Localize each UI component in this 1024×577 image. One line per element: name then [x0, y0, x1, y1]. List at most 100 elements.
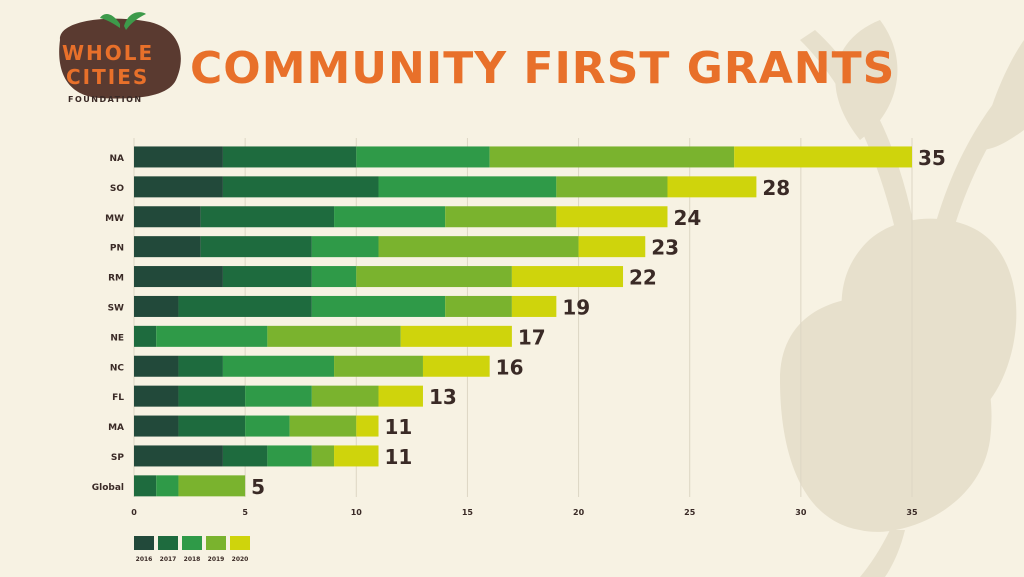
legend-label: 2016 [136, 556, 153, 563]
bar-segment-2019 [267, 325, 401, 347]
bar-segment-2019 [445, 295, 512, 317]
legend-label: 2019 [208, 556, 225, 563]
bar-segment-2020 [400, 325, 512, 347]
bar-segment-2020 [556, 206, 668, 228]
logo-line-3: FOUNDATION [68, 95, 143, 104]
bar-total-label: 17 [518, 325, 546, 349]
bar-segment-2017 [178, 355, 223, 377]
bar-segment-2017 [222, 176, 379, 198]
bar-segment-2018 [311, 295, 446, 317]
bar-segment-2017 [222, 266, 312, 288]
category-label: RM [108, 274, 124, 284]
bar-segment-2018 [245, 385, 312, 407]
bar-segment-2018 [334, 206, 446, 228]
legend-swatch [182, 536, 202, 550]
x-tick-label: 15 [462, 508, 474, 517]
category-label: NE [110, 333, 124, 343]
bar-segment-2018 [156, 325, 268, 347]
category-label: MW [105, 214, 124, 224]
bar-total-label: 35 [918, 146, 946, 170]
total-labels: 35 28 24 23 22 19 17 16 13 11 11 5 [251, 146, 946, 499]
category-label: SP [111, 453, 124, 463]
legend-swatch [230, 536, 250, 550]
legend-swatch [134, 536, 154, 550]
bar-segment-2018 [267, 445, 312, 467]
category-label: SO [110, 184, 124, 194]
chart-grid [133, 138, 913, 497]
bar-segment-2019 [311, 445, 335, 467]
bar-segment-2017 [134, 475, 157, 497]
bar-segment-2019 [378, 236, 579, 258]
bar-segment-2017 [178, 295, 312, 317]
logo-line-2: CITIES [66, 65, 149, 89]
bar-total-label: 16 [496, 355, 524, 379]
bar-total-label: 5 [251, 475, 265, 499]
bar-segment-2018 [222, 355, 335, 377]
bar-segment-2017 [222, 146, 357, 168]
bar-segment-2018 [356, 146, 490, 168]
bar-segment-2019 [334, 355, 423, 377]
bar-segment-2020 [578, 236, 646, 258]
bar-segment-2018 [245, 415, 290, 437]
bar-segment-2018 [156, 475, 179, 497]
bar-segment-2017 [178, 415, 246, 437]
category-label: Global [92, 483, 124, 493]
bar-segment-2017 [200, 236, 312, 258]
x-tick-label: 0 [131, 508, 137, 517]
category-label: MA [108, 423, 124, 433]
whole-cities-logo: WHOLE CITIES FOUNDATION [59, 12, 181, 104]
bar-total-label: 13 [429, 385, 457, 409]
category-label: PN [110, 244, 124, 254]
category-label: FL [112, 393, 124, 403]
bar-segment-2020 [422, 355, 490, 377]
bar-segment-2016 [134, 355, 179, 377]
bar-segment-2019 [356, 266, 512, 288]
bar-segment-2017 [134, 325, 157, 347]
x-tick-label: 20 [573, 508, 585, 517]
legend-label: 2020 [232, 556, 249, 563]
legend-swatch [158, 536, 178, 550]
category-label: NC [110, 363, 125, 373]
bar-segment-2016 [134, 236, 201, 258]
bar-segment-2020 [734, 146, 912, 168]
chart-bars [134, 146, 912, 497]
x-axis-ticks: 0 5 10 15 20 25 30 35 [131, 508, 918, 517]
beet-silhouette-decoration [780, 20, 1024, 577]
bar-segment-2019 [289, 415, 357, 437]
bar-segment-2020 [667, 176, 757, 198]
bar-segment-2016 [134, 445, 223, 467]
x-tick-label: 10 [351, 508, 363, 517]
bar-total-label: 11 [385, 445, 413, 469]
category-label: NA [110, 154, 125, 164]
bar-segment-2019 [311, 385, 379, 407]
bar-segment-2018 [311, 266, 357, 288]
legend-label: 2017 [160, 556, 177, 563]
x-tick-label: 30 [795, 508, 807, 517]
bar-total-label: 19 [562, 295, 590, 319]
bar-segment-2017 [200, 206, 335, 228]
x-tick-label: 5 [242, 508, 248, 517]
bar-total-label: 28 [762, 176, 790, 200]
bar-segment-2020 [511, 295, 557, 317]
bar-total-label: 11 [385, 415, 413, 439]
bar-segment-2020 [356, 415, 379, 437]
bar-segment-2020 [511, 266, 624, 288]
category-labels: NA SO MW PN RM SW NE NC FL MA SP Global [92, 154, 125, 493]
bar-segment-2020 [378, 385, 423, 407]
bar-segment-2017 [222, 445, 268, 467]
logo-line-1: WHOLE [62, 41, 154, 65]
bar-segment-2020 [334, 445, 379, 467]
bar-segment-2017 [178, 385, 246, 407]
bar-segment-2019 [556, 176, 668, 198]
bar-segment-2016 [134, 295, 179, 317]
x-tick-label: 35 [906, 508, 918, 517]
legend-swatch [206, 536, 226, 550]
bar-segment-2019 [445, 206, 557, 228]
bar-segment-2019 [178, 475, 246, 497]
legend-label: 2018 [184, 556, 201, 563]
bar-segment-2016 [134, 146, 223, 168]
bar-segment-2016 [134, 385, 179, 407]
bar-segment-2016 [134, 176, 223, 198]
bar-segment-2018 [311, 236, 379, 258]
